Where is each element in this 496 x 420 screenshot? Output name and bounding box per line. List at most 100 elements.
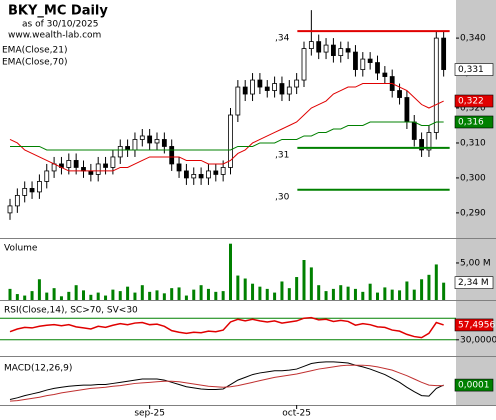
- bar: [74, 285, 78, 300]
- candle-body: [169, 146, 175, 165]
- bar: [133, 292, 137, 300]
- bar: [52, 288, 56, 300]
- bar: [89, 294, 93, 300]
- bar: [383, 287, 387, 300]
- bar: [412, 289, 416, 300]
- bar: [442, 282, 446, 300]
- candle-body: [191, 174, 197, 179]
- bar: [126, 286, 130, 300]
- candle-body: [206, 170, 211, 179]
- candle-body: [37, 181, 42, 193]
- candle-body: [279, 83, 285, 95]
- candle-body: [73, 160, 79, 168]
- y-tick-label: 0,300: [460, 173, 486, 183]
- bar: [302, 260, 306, 300]
- bar: [258, 286, 262, 300]
- candle-body: [7, 205, 13, 214]
- candle-body: [29, 188, 35, 193]
- candle-body: [176, 163, 182, 172]
- y-tick-label: 0,340: [460, 34, 486, 44]
- candle-body: [235, 86, 241, 116]
- bar: [15, 294, 19, 300]
- bar: [45, 292, 49, 300]
- candle-body: [198, 174, 204, 179]
- bar: [221, 291, 225, 300]
- candle-body: [147, 135, 153, 144]
- bar: [353, 288, 357, 300]
- last-value-label: 2,34 M: [458, 278, 489, 288]
- bar: [427, 274, 431, 300]
- candle-body: [272, 83, 278, 91]
- candle-body: [220, 167, 226, 175]
- bar: [30, 291, 34, 300]
- candle-body: [264, 86, 270, 91]
- chart-title: BKY_MC Daily: [8, 4, 108, 19]
- candle-body: [66, 160, 72, 168]
- subtitle: as of 30/10/2025: [22, 20, 98, 30]
- source: www.wealth-lab.com: [8, 31, 101, 41]
- y-tick-label: 0,320: [460, 104, 486, 114]
- bar: [398, 290, 402, 300]
- bar: [184, 295, 188, 300]
- candle-body: [242, 86, 248, 95]
- candle-body: [375, 62, 380, 74]
- bar: [111, 289, 115, 300]
- line: [9, 364, 444, 402]
- bar: [229, 243, 232, 300]
- bar: [324, 291, 328, 300]
- candle-body: [367, 58, 373, 63]
- candle-body: [95, 163, 101, 175]
- bar: [420, 279, 424, 300]
- candle-body: [316, 41, 322, 53]
- candle-body: [228, 114, 233, 168]
- candle-body: [382, 72, 388, 77]
- bar: [390, 289, 394, 300]
- line: [9, 316, 444, 339]
- candle-body: [426, 132, 432, 151]
- bar: [251, 283, 255, 300]
- candle-body: [404, 97, 410, 123]
- level-label: ,31: [275, 150, 289, 160]
- bar: [339, 285, 343, 300]
- x-tick-label: sep-25: [134, 409, 165, 419]
- panel-title: RSI(Close,14), SC>70, SV<30: [4, 306, 138, 316]
- candle-body: [397, 90, 402, 98]
- bar: [162, 293, 166, 300]
- candle-body: [213, 170, 219, 175]
- candle-body: [353, 51, 358, 70]
- candle-body: [22, 188, 28, 196]
- candle-body: [88, 170, 94, 175]
- bar: [346, 286, 350, 300]
- legend-entry: EMA(Close,70): [2, 58, 67, 68]
- candle-body: [161, 139, 167, 147]
- bar: [243, 278, 247, 300]
- level-label: ,30: [275, 192, 290, 202]
- candle-body: [411, 121, 417, 140]
- bar: [368, 283, 372, 300]
- bar: [206, 288, 210, 300]
- panel-title: Volume: [4, 244, 38, 254]
- candle-body: [286, 86, 292, 95]
- bar: [37, 279, 41, 300]
- candle-body: [14, 195, 20, 207]
- candle-body: [81, 167, 86, 172]
- candle-body: [294, 79, 300, 88]
- line: [10, 121, 444, 151]
- y-tick-label: 5,00 M: [460, 258, 491, 268]
- panel-title: MACD(12,26,9): [4, 364, 72, 374]
- candle-body: [125, 146, 130, 151]
- y-tick-label: 0,310: [460, 138, 486, 148]
- bar: [287, 288, 291, 300]
- x-tick-label: oct-25: [282, 409, 311, 419]
- bar: [104, 295, 108, 300]
- bar: [199, 285, 203, 300]
- bar: [170, 288, 174, 300]
- line: [9, 83, 444, 172]
- candle-body: [117, 146, 123, 158]
- last-value-box: [454, 94, 494, 108]
- bar: [236, 275, 240, 300]
- candle-body: [44, 170, 50, 182]
